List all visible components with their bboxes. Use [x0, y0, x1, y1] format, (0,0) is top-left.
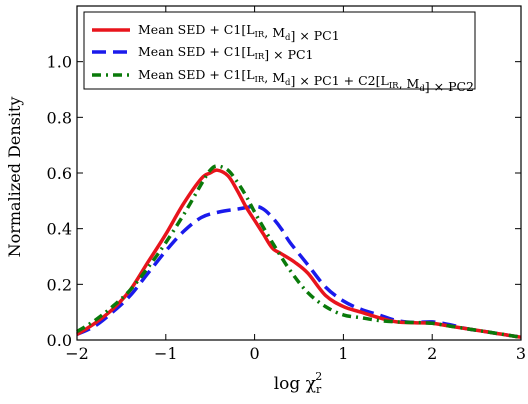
- x-tick-label: −1: [154, 344, 178, 363]
- plot-frame: [76, 5, 522, 341]
- y-tick-label: 0.2: [47, 275, 72, 294]
- y-tick-label: 0.0: [47, 331, 72, 350]
- y-tick-label: 1.0: [47, 53, 72, 72]
- series-line-3: [76, 164, 522, 339]
- x-tick-label: 3: [516, 344, 526, 363]
- legend-box: [83, 11, 476, 90]
- series-line-1: [76, 168, 522, 339]
- series-layer: [76, 164, 522, 339]
- x-tick-label: 2: [427, 344, 437, 363]
- x-tick-label: 0: [250, 344, 260, 363]
- legend-label-1: Mean SED + C1[LIR, Md] × PC1: [138, 22, 340, 43]
- y-tick-label: 0.8: [47, 108, 72, 127]
- legend-label-2: Mean SED + C1[LIR] × PC1: [138, 44, 314, 62]
- y-tick-label: 0.6: [47, 164, 72, 183]
- y-axis-title: Normalized Density: [5, 97, 24, 258]
- series-line-2: [76, 204, 522, 339]
- y-tick-label: 0.4: [47, 220, 72, 239]
- x-axis-title-subscript: r: [316, 383, 322, 396]
- x-tick-label: −2: [65, 344, 89, 363]
- x-tick-label: 1: [338, 344, 348, 363]
- tick-layer: −2 −1 0 1 2 3 0.0 0.2 0.4 0.6 0.8 1.0: [47, 6, 526, 363]
- x-axis-title-superscript: 2: [315, 370, 322, 383]
- x-axis-title-main: log χ: [274, 374, 316, 394]
- legend-label-3: Mean SED + C1[LIR, Md] × PC1 + C2[LIR, M…: [138, 67, 474, 94]
- x-axis-title: log χr2: [274, 370, 323, 396]
